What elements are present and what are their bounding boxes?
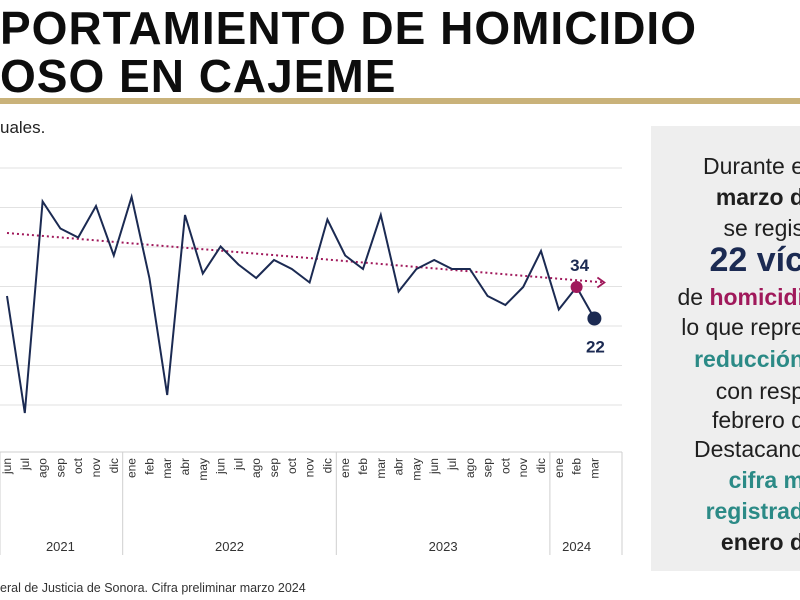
- annotation-label-34: 34: [570, 256, 589, 275]
- summary-text-1: Durante e: [702, 153, 800, 179]
- summary-text-3: se regis: [723, 215, 800, 241]
- data-point-feb-2024: [570, 281, 583, 293]
- summary-text-6: lo que repre: [681, 314, 800, 340]
- data-point-mar-2024: [587, 311, 602, 326]
- trend-arrow-head: [596, 276, 606, 289]
- x-tick-label: may: [196, 458, 210, 481]
- data-line: [6, 193, 596, 414]
- x-tick-label: sep: [53, 458, 67, 478]
- x-tick-label: mar: [374, 458, 388, 479]
- x-tick-label: nov: [303, 458, 317, 477]
- summary-reduction-word: reducción: [694, 346, 800, 372]
- year-label: 2021: [46, 539, 75, 554]
- x-tick-label: ago: [36, 458, 50, 478]
- year-label: 2023: [429, 539, 458, 554]
- x-tick-label: feb: [356, 458, 370, 475]
- summary-victims-count: 22 víc: [709, 241, 800, 279]
- x-tick-label: jul: [231, 458, 245, 471]
- title-divider: [0, 98, 800, 104]
- summary-text-2: marzo d: [715, 184, 800, 210]
- x-tick-label: oct: [285, 457, 299, 474]
- x-tick-label: nov: [89, 458, 103, 477]
- summary-text-5a: de: [677, 284, 710, 310]
- page-title: PORTAMIENTO DE HOMICIDIO OSO EN CAJEME: [0, 4, 697, 100]
- year-label: 2024: [562, 539, 591, 554]
- summary-text-8: con resp: [715, 378, 800, 404]
- summary-panel: Durante e marzo d se regis 22 víc de hom…: [651, 126, 800, 571]
- x-tick-label: jul: [18, 458, 32, 471]
- x-tick-label: nov: [516, 458, 530, 477]
- x-tick-label: jul: [445, 458, 459, 471]
- x-tick-label: ene: [338, 458, 352, 478]
- summary-homicide-word: homicidi: [709, 284, 800, 310]
- x-tick-label: sep: [481, 458, 495, 478]
- x-tick-label: dic: [534, 458, 548, 473]
- x-tick-label: feb: [142, 458, 156, 475]
- chart-subtitle: uales.: [0, 118, 46, 137]
- x-tick-label: jun: [214, 458, 228, 475]
- annotation-label-22: 22: [586, 338, 605, 357]
- source-note: eral de Justicia de Sonora. Cifra prelim…: [0, 581, 306, 595]
- x-tick-label: ene: [125, 458, 139, 478]
- x-tick-label: ene: [552, 458, 566, 478]
- summary-text-5: de homicidi: [677, 283, 800, 311]
- x-tick-label: mar: [587, 458, 601, 479]
- summary-text-13: enero d: [720, 529, 800, 555]
- x-tick-label: jun: [427, 458, 441, 475]
- x-tick-label: dic: [107, 458, 121, 473]
- x-tick-label: ago: [463, 458, 477, 478]
- summary-text-10: Destacand: [694, 436, 800, 462]
- summary-text-9: febrero d: [711, 407, 800, 433]
- x-tick-label: oct: [71, 457, 85, 474]
- trend-line: [6, 232, 605, 284]
- x-tick-label: may: [409, 458, 423, 481]
- summary-text-11: cifra m: [728, 467, 800, 493]
- year-label: 2022: [215, 539, 244, 554]
- x-tick-label: feb: [570, 458, 584, 475]
- x-tick-label: sep: [267, 458, 281, 478]
- title-line-2: OSO EN CAJEME: [0, 50, 397, 102]
- title-line-1: PORTAMIENTO DE HOMICIDIO: [0, 2, 697, 54]
- x-tick-label: oct: [498, 457, 512, 474]
- x-tick-label: ago: [249, 458, 263, 478]
- summary-text-12: registrad: [705, 498, 800, 524]
- x-tick-label: abr: [178, 458, 192, 475]
- x-tick-label: jun: [0, 458, 14, 475]
- x-tick-label: mar: [160, 458, 174, 479]
- x-tick-label: dic: [320, 458, 334, 473]
- x-tick-label: abr: [392, 458, 406, 475]
